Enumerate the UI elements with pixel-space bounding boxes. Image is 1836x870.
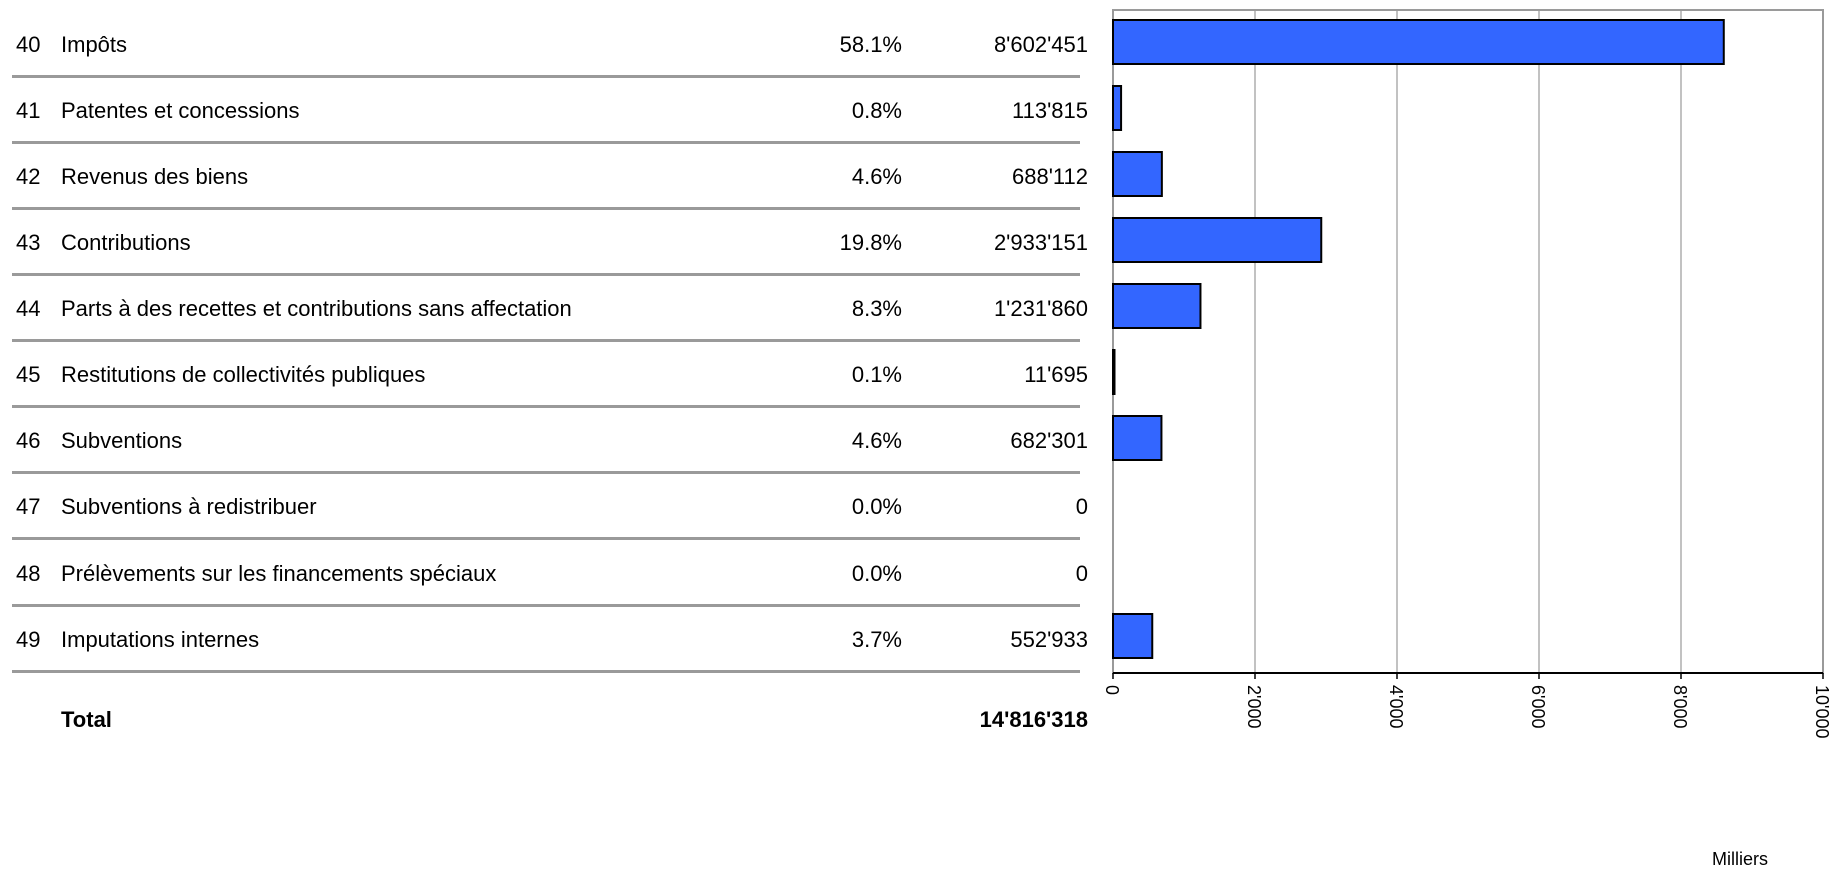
- x-tick-label: 10'000: [1812, 685, 1832, 739]
- row-label: Subventions à redistribuer: [61, 494, 317, 519]
- table-row: 47 Subventions à redistribuer 0.0% 0: [12, 474, 1088, 540]
- table-row: 40 Impôts 58.1% 8'602'451: [12, 12, 1088, 78]
- row-divider: [12, 339, 1080, 342]
- row-divider: [12, 405, 1080, 408]
- table-row: 45 Restitutions de collectivités publiqu…: [12, 342, 1088, 408]
- row-label: Restitutions de collectivités publiques: [61, 362, 426, 387]
- table-row: 46 Subventions 4.6% 682'301: [12, 408, 1088, 474]
- row-percent: 58.1%: [839, 32, 902, 57]
- row-amount: 8'602'451: [993, 32, 1088, 57]
- row-label: Revenus des biens: [61, 164, 249, 189]
- row-percent: 0.0%: [851, 494, 902, 519]
- row-code: 49: [16, 627, 41, 652]
- bar-41: [1112, 85, 1123, 131]
- table-row: 42 Revenus des biens 4.6% 688'112: [12, 144, 1088, 210]
- row-amount: 552'933: [1010, 627, 1088, 652]
- row-amount: 1'231'860: [993, 296, 1088, 321]
- row-code: 46: [16, 428, 41, 453]
- x-tick-label: 2'000: [1244, 685, 1264, 728]
- row-code: 41: [16, 98, 41, 123]
- row-divider: [12, 273, 1080, 276]
- table-row: 48 Prélèvements sur les financements spé…: [12, 541, 1088, 607]
- bar-42: [1112, 151, 1163, 197]
- row-amount: 688'112: [1012, 164, 1088, 189]
- row-percent: 0.0%: [851, 561, 902, 586]
- row-code: 42: [16, 164, 41, 189]
- row-code: 45: [16, 362, 41, 387]
- unit-label: Milliers: [1712, 849, 1768, 869]
- bar-46: [1112, 415, 1163, 461]
- bar-44: [1112, 283, 1202, 329]
- total-label: Total: [61, 707, 112, 732]
- row-label: Prélèvements sur les financements spécia…: [61, 561, 497, 586]
- row-percent: 0.8%: [851, 98, 902, 123]
- row-percent: 8.3%: [851, 296, 902, 321]
- table-row: 49 Imputations internes 3.7% 552'933: [12, 607, 1088, 673]
- row-percent: 4.6%: [851, 428, 902, 453]
- bar-43: [1112, 217, 1323, 263]
- x-tick-label: 4'000: [1386, 685, 1406, 728]
- row-divider: [12, 207, 1080, 210]
- x-tick-label: 0: [1102, 685, 1122, 695]
- row-amount: 0: [1075, 494, 1088, 519]
- row-label: Patentes et concessions: [61, 98, 300, 123]
- row-code: 44: [16, 296, 41, 321]
- table-row: 41 Patentes et concessions 0.8% 113'815: [12, 78, 1088, 144]
- row-amount: 2'933'151: [993, 230, 1088, 255]
- bar-45: [1112, 349, 1116, 395]
- row-label: Impôts: [61, 32, 128, 57]
- row-divider: [12, 604, 1080, 607]
- row-divider: [12, 75, 1080, 78]
- x-tick-label: 8'000: [1670, 685, 1690, 728]
- row-divider: [12, 141, 1080, 144]
- table-row: 44 Parts à des recettes et contributions…: [12, 276, 1088, 342]
- row-percent: 19.8%: [839, 230, 902, 255]
- row-percent: 4.6%: [851, 164, 902, 189]
- row-percent: 0.1%: [851, 362, 902, 387]
- row-percent: 3.7%: [851, 627, 902, 652]
- x-tick-label: 6'000: [1528, 685, 1548, 728]
- row-code: 48: [16, 561, 41, 586]
- bar-49: [1112, 613, 1154, 659]
- row-amount: 11'695: [1024, 362, 1088, 387]
- row-code: 47: [16, 494, 41, 519]
- row-divider: [12, 471, 1080, 474]
- row-label: Imputations internes: [61, 627, 260, 652]
- row-code: 43: [16, 230, 41, 255]
- total-amount: 14'816'318: [979, 707, 1088, 732]
- row-amount: 682'301: [1010, 428, 1088, 453]
- table-row: 43 Contributions 19.8% 2'933'151: [12, 210, 1088, 276]
- plot-frame: [1112, 9, 1824, 674]
- row-code: 40: [16, 32, 41, 57]
- total-row: Total 14'816'318: [12, 700, 1088, 740]
- row-label: Parts à des recettes et contributions sa…: [61, 296, 572, 321]
- row-amount: 0: [1075, 561, 1088, 586]
- bar-40: [1112, 19, 1725, 65]
- row-label: Contributions: [61, 230, 191, 255]
- row-divider: [12, 670, 1080, 673]
- row-divider: [12, 537, 1080, 540]
- row-amount: 113'815: [1012, 98, 1088, 123]
- row-label: Subventions: [61, 428, 183, 453]
